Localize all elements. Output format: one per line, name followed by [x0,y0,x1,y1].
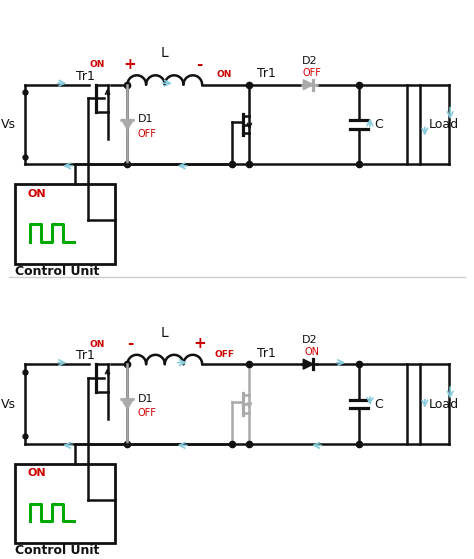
Bar [407,364,420,444]
Text: Control Unit: Control Unit [15,265,100,278]
Bar [407,84,420,164]
Text: Control Unit: Control Unit [15,544,100,557]
Text: Load: Load [429,397,459,410]
Text: ON: ON [217,70,232,79]
Text: Tr1: Tr1 [257,347,276,359]
Text: Tr1: Tr1 [76,349,94,362]
Text: ON: ON [28,468,46,478]
Text: OFF: OFF [215,350,235,359]
Text: Tr1: Tr1 [76,70,94,83]
Text: -: - [196,56,203,72]
Text: Vs: Vs [0,397,16,410]
Text: Load: Load [429,118,459,131]
Text: ON: ON [90,60,105,69]
Text: D1: D1 [137,114,153,124]
Text: ON: ON [304,347,319,357]
Text: ON: ON [28,189,46,198]
Text: L: L [161,326,169,340]
Text: D2: D2 [301,335,317,345]
Text: OFF: OFF [302,68,321,78]
Text: C: C [374,397,383,410]
Text: OFF: OFF [137,129,156,139]
Text: D1: D1 [137,394,153,404]
Bar [15,464,115,543]
Text: C: C [374,118,383,131]
Text: -: - [127,336,133,351]
Text: Vs: Vs [0,118,16,131]
Polygon shape [121,399,133,409]
Text: +: + [193,336,206,351]
Text: OFF: OFF [137,409,156,419]
Text: Tr1: Tr1 [257,67,276,80]
Polygon shape [303,80,313,89]
Polygon shape [121,120,133,130]
Text: ON: ON [90,340,105,349]
Polygon shape [303,359,313,369]
Bar [15,184,115,264]
Text: +: + [124,56,137,72]
Text: L: L [161,46,169,60]
Text: D2: D2 [301,56,317,66]
